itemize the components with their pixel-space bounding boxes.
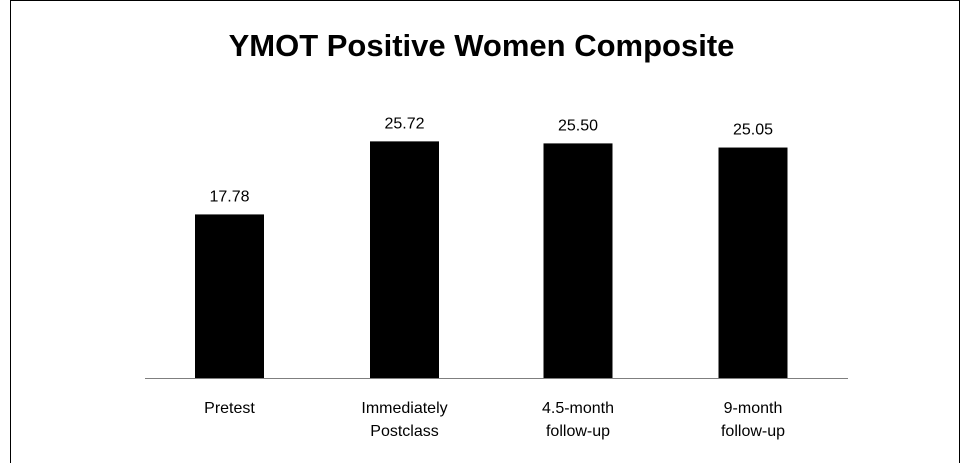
data-label-2: 25.72: [384, 115, 424, 132]
bar-3: [543, 143, 613, 378]
x-tick-label-4-line-1: 9-month: [724, 400, 783, 417]
data-label-3: 25.50: [558, 117, 598, 134]
x-tick-label-2-line-2: Postclass: [370, 423, 438, 440]
data-label-4: 25.05: [733, 122, 773, 139]
bar-4: [718, 147, 788, 378]
chart-frame: [10, 0, 960, 463]
bar-2: [370, 141, 439, 378]
x-tick-label-1: Pretest: [204, 400, 255, 417]
x-tick-label-4-line-2: follow-up: [721, 423, 785, 440]
x-tick-label-2-line-1: Immediately: [361, 400, 447, 417]
bar-1: [195, 214, 264, 378]
x-tick-label-3-line-1: 4.5-month: [542, 400, 614, 417]
chart-title: YMOT Positive Women Composite: [228, 28, 735, 63]
x-tick-label-3-line-2: follow-up: [546, 423, 610, 440]
data-label-1: 17.78: [209, 188, 249, 205]
